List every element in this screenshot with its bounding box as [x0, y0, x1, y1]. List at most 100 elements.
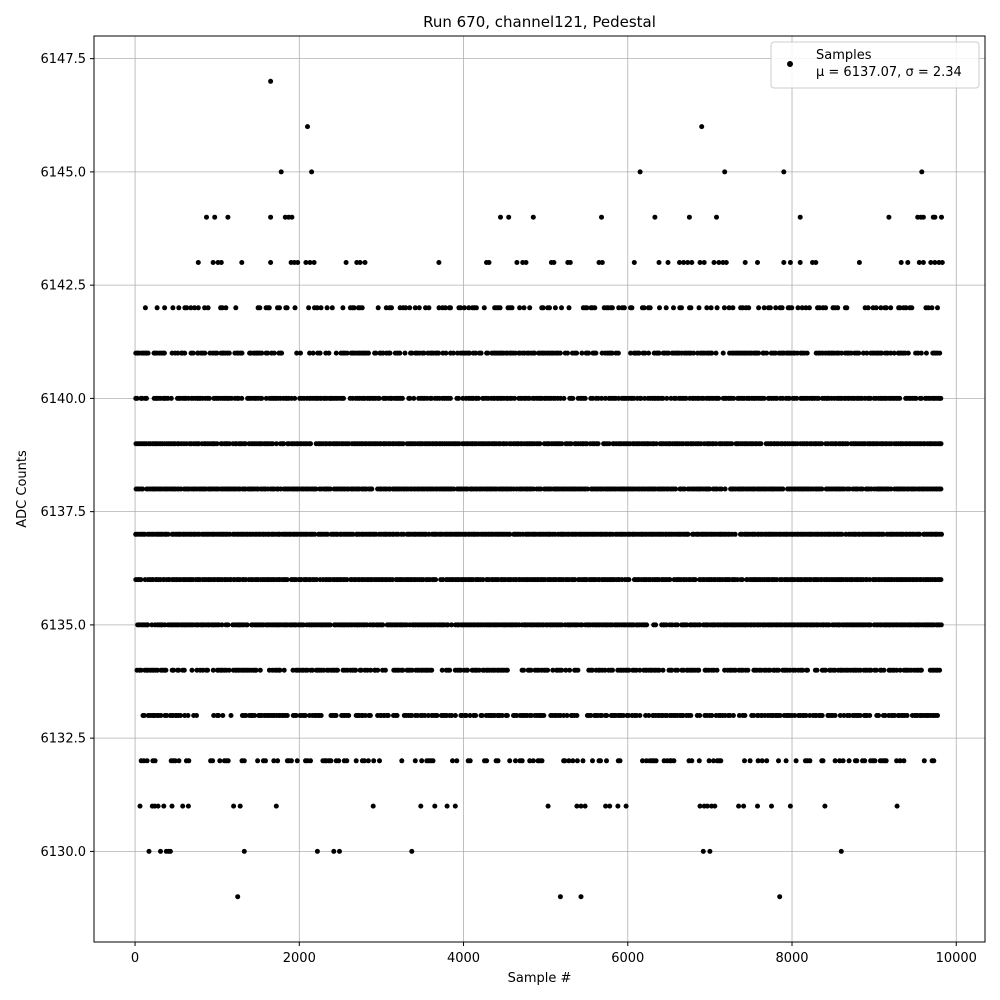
- data-point: [909, 305, 915, 311]
- data-point: [920, 214, 926, 220]
- data-point: [509, 305, 515, 311]
- data-point: [465, 667, 470, 673]
- data-point: [170, 305, 176, 311]
- data-point: [436, 350, 442, 356]
- data-point: [671, 305, 676, 311]
- data-point: [273, 441, 279, 447]
- data-point: [402, 350, 408, 356]
- data-point: [606, 441, 612, 447]
- data-point: [671, 758, 677, 764]
- x-tick-label: 4000: [447, 951, 480, 966]
- data-point: [832, 713, 838, 718]
- data-point: [747, 758, 753, 764]
- data-point: [567, 667, 573, 673]
- data-point: [456, 395, 462, 401]
- data-point: [188, 305, 194, 311]
- data-point: [664, 395, 670, 401]
- data-point: [336, 758, 342, 764]
- data-point: [210, 260, 216, 265]
- data-point: [704, 803, 710, 809]
- data-point: [545, 803, 551, 809]
- data-point: [736, 803, 742, 809]
- data-point: [473, 713, 479, 718]
- data-point: [574, 803, 580, 809]
- data-point: [720, 350, 726, 356]
- data-point: [184, 305, 190, 311]
- data-point: [328, 758, 334, 764]
- data-point: [513, 758, 518, 764]
- data-point: [237, 803, 243, 809]
- data-point: [158, 848, 163, 854]
- data-point: [923, 350, 929, 356]
- data-point: [937, 350, 943, 356]
- data-point: [380, 622, 386, 628]
- data-point: [897, 667, 903, 673]
- data-point: [756, 305, 762, 311]
- data-point: [713, 441, 719, 447]
- data-point: [729, 441, 735, 447]
- data-point: [350, 531, 356, 537]
- data-point: [155, 803, 161, 809]
- data-point: [206, 395, 212, 401]
- data-point: [358, 667, 364, 673]
- data-point: [162, 305, 168, 311]
- data-point: [278, 169, 284, 175]
- data-point: [691, 350, 696, 356]
- data-point: [371, 758, 377, 764]
- data-point: [742, 758, 747, 764]
- data-point: [467, 758, 473, 764]
- data-point: [939, 531, 944, 537]
- data-point: [781, 260, 787, 265]
- data-point: [205, 305, 211, 311]
- legend-stats: μ = 6137.07, σ = 2.34: [816, 65, 962, 80]
- plot-frame: [93, 35, 986, 943]
- data-point: [773, 350, 778, 356]
- data-point: [897, 758, 903, 764]
- data-point: [447, 395, 453, 401]
- data-point: [688, 713, 694, 718]
- data-point: [436, 305, 442, 311]
- data-point: [344, 350, 350, 356]
- data-point: [346, 713, 352, 718]
- data-point: [368, 667, 374, 673]
- data-point: [918, 395, 924, 401]
- data-point: [823, 305, 829, 311]
- data-point: [722, 169, 728, 175]
- data-point: [294, 758, 300, 764]
- data-point: [210, 758, 216, 764]
- data-point: [590, 758, 595, 764]
- data-point: [480, 577, 486, 583]
- data-point: [755, 260, 760, 265]
- data-point: [271, 350, 277, 356]
- data-point: [194, 713, 199, 718]
- data-point: [309, 169, 315, 175]
- x-tick-label: 8000: [775, 951, 808, 966]
- data-point: [626, 577, 632, 583]
- data-point: [838, 848, 844, 854]
- data-point: [454, 758, 460, 764]
- data-point: [932, 214, 938, 220]
- data-point: [507, 758, 513, 764]
- data-point: [769, 803, 774, 809]
- data-point: [331, 848, 337, 854]
- data-point: [857, 667, 863, 673]
- data-point: [653, 622, 659, 628]
- data-point: [326, 350, 332, 356]
- data-point: [530, 758, 536, 764]
- data-point: [211, 713, 217, 718]
- data-point: [312, 531, 318, 537]
- data-point: [731, 395, 737, 401]
- data-point: [192, 305, 197, 311]
- data-point: [375, 305, 381, 311]
- data-point: [195, 260, 201, 265]
- data-point: [633, 667, 639, 673]
- data-point: [432, 803, 438, 809]
- data-point: [220, 713, 226, 718]
- data-point: [308, 441, 313, 447]
- data-point: [252, 713, 258, 718]
- data-point: [214, 441, 220, 447]
- data-point: [389, 305, 394, 311]
- data-point: [284, 713, 290, 718]
- data-point: [595, 441, 601, 447]
- data-point: [888, 305, 894, 311]
